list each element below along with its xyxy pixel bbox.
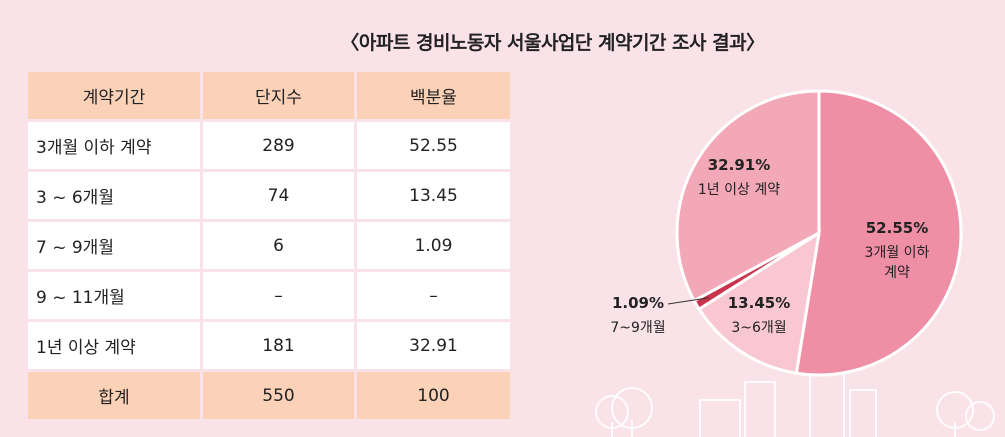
column-header: 계약기간 xyxy=(28,72,203,122)
table-row: 3 ~ 6개월 74 13.45 xyxy=(28,172,510,222)
column-header: 백분율 xyxy=(357,72,510,122)
percent-cell: 32.91 xyxy=(357,322,510,372)
period-cell: 3개월 이하 계약 xyxy=(28,122,203,172)
total-count-cell: 550 xyxy=(203,372,357,422)
percent-cell: 13.45 xyxy=(357,172,510,222)
table-row: 3개월 이하 계약 289 52.55 xyxy=(28,122,510,172)
slice-category-label: 3개월 이하 xyxy=(865,245,930,261)
count-cell: 289 xyxy=(203,122,357,172)
slice-value-label: 1.09% xyxy=(612,294,664,312)
slice-category-label: 계약 xyxy=(884,265,910,281)
period-cell: 3 ~ 6개월 xyxy=(28,172,203,222)
contract-table: 계약기간 단지수 백분율 3개월 이하 계약 289 52.55 3 ~ 6개월… xyxy=(28,72,510,422)
percent-cell: 52.55 xyxy=(357,122,510,172)
pie-slice xyxy=(794,89,963,377)
slice-value-label: 32.91% xyxy=(708,156,770,174)
count-cell: 74 xyxy=(203,172,357,222)
slice-category-label: 1년 이상 계약 xyxy=(698,182,780,198)
period-cell: 9 ~ 11개월 xyxy=(28,272,203,322)
slice-value-label: 13.45% xyxy=(728,294,790,312)
period-cell: 7 ~ 9개월 xyxy=(28,222,203,272)
column-header: 단지수 xyxy=(203,72,357,122)
pie-slice xyxy=(675,89,821,303)
count-cell: – xyxy=(203,272,357,322)
table-header-row: 계약기간 단지수 백분율 xyxy=(28,72,510,122)
slice-category-label: 7~9개월 xyxy=(610,320,665,336)
total-label-cell: 합계 xyxy=(28,372,203,422)
slice-category-label: 3~6개월 xyxy=(731,320,786,336)
leader-line xyxy=(667,297,709,305)
total-percent-cell: 100 xyxy=(357,372,510,422)
percent-cell: – xyxy=(357,272,510,322)
page-title: 〈아파트 경비노동자 서울사업단 계약기간 조사 결과〉 xyxy=(340,32,765,54)
period-cell: 1년 이상 계약 xyxy=(28,322,203,372)
count-cell: 6 xyxy=(203,222,357,272)
cityscape-decoration xyxy=(595,373,995,437)
slice-value-label: 52.55% xyxy=(866,219,928,237)
pie-slice xyxy=(697,229,822,375)
table-row: 1년 이상 계약 181 32.91 xyxy=(28,322,510,372)
table-row: 9 ~ 11개월 – – xyxy=(28,272,510,322)
percent-cell: 1.09 xyxy=(357,222,510,272)
count-cell: 181 xyxy=(203,322,357,372)
table-row: 7 ~ 9개월 6 1.09 xyxy=(28,222,510,272)
total-row: 합계 550 100 xyxy=(28,372,510,422)
